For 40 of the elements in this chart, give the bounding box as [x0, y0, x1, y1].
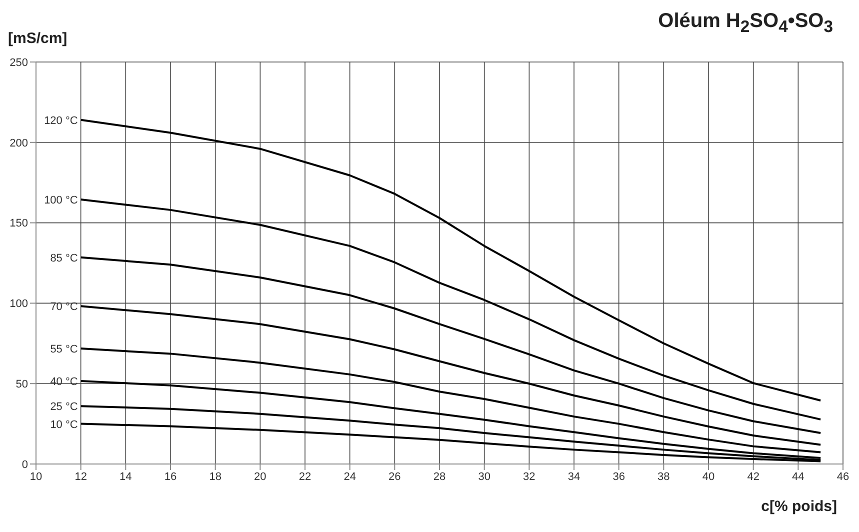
x-tick-label: 20 [254, 470, 266, 483]
x-tick-label: 34 [568, 470, 580, 483]
x-tick-label: 30 [478, 470, 490, 483]
line-series [80, 198, 822, 420]
series-label: 55 °C [50, 344, 78, 356]
series-label: 120 °C [44, 114, 78, 127]
line-series [80, 348, 822, 454]
line-series [80, 305, 822, 446]
y-tick-label: 200 [10, 137, 28, 150]
x-tick-label: 24 [344, 470, 356, 483]
chart-title: Oléum H$_{2}$SO$_{4}$•SO$_{3}$ [658, 10, 833, 37]
y-axis-title: [mS/cm] [8, 30, 68, 47]
x-tick-label: 12 [74, 470, 87, 483]
line-series [80, 118, 822, 402]
line-series [80, 256, 822, 434]
series-label: 70 °C [50, 301, 78, 314]
series-label: 25 °C [50, 401, 78, 414]
x-tick-label: 16 [164, 470, 177, 483]
x-tick-label: 42 [747, 470, 760, 483]
y-tick-label: 250 [10, 56, 28, 69]
x-tick-label: 44 [792, 470, 804, 483]
x-tick-label: 32 [523, 470, 536, 483]
x-tick-label: 36 [612, 470, 625, 483]
x-tick-label: 38 [658, 470, 670, 483]
y-tick-label: 0 [22, 458, 28, 471]
series-label: 85 °C [50, 252, 78, 264]
x-tick-label: 28 [433, 470, 446, 483]
x-tick-label: 14 [120, 470, 132, 483]
x-tick-label: 10 [30, 470, 42, 483]
x-axis-title: c[% poids] [761, 498, 837, 515]
series-label: 10 °C [50, 418, 78, 431]
y-tick-label: 50 [16, 378, 28, 391]
y-tick-label: 100 [10, 298, 28, 310]
x-tick-label: 26 [388, 470, 401, 483]
series-label: 100 °C [44, 194, 78, 206]
x-tick-label: 22 [298, 470, 312, 483]
x-tick-label: 46 [836, 470, 850, 483]
y-tick-label: 150 [10, 218, 28, 230]
x-tick-label: 40 [702, 470, 715, 483]
x-tick-label: 18 [209, 470, 222, 483]
